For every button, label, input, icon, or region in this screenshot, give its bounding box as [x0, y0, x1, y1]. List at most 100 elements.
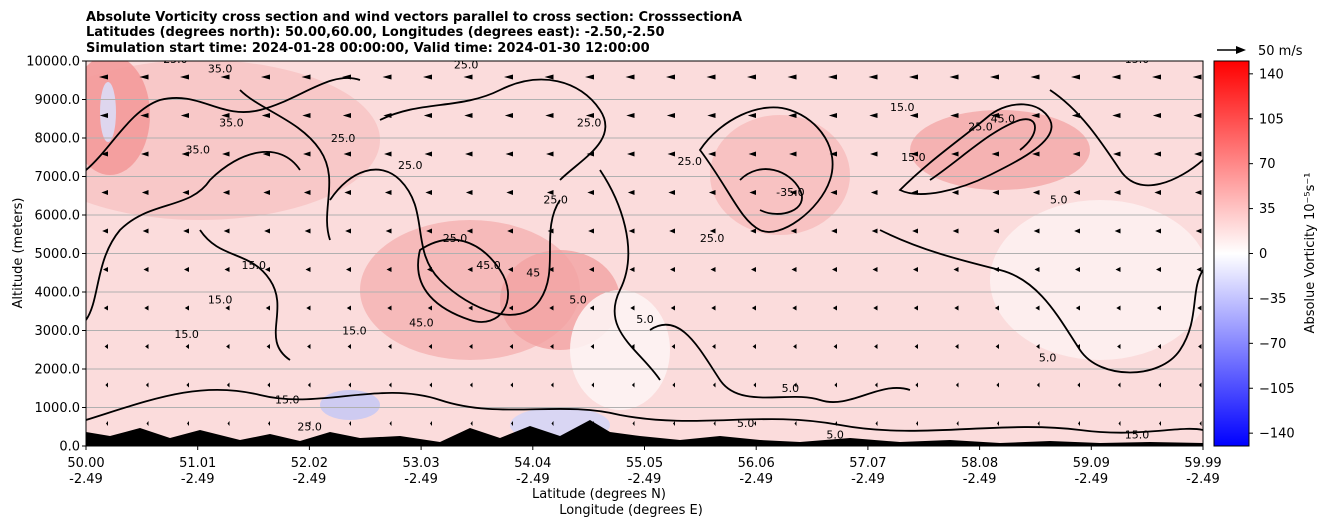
wind-arrow — [670, 267, 675, 272]
wind-arrow — [1036, 382, 1040, 388]
wind-arrow — [102, 228, 108, 234]
wind-arrow — [348, 382, 351, 388]
wind-arrow — [708, 151, 716, 157]
wind-arrow — [546, 190, 554, 195]
wind-arrow — [1074, 228, 1080, 234]
wind-arrow — [182, 190, 189, 195]
wind-arrow — [1198, 382, 1202, 388]
x-tick-label-lon: -2.49 — [293, 472, 327, 487]
contour-label: 5.0 — [782, 382, 800, 395]
x-tick-label-lat: 50.00 — [67, 456, 104, 471]
wind-arrow — [590, 344, 594, 349]
wind-arrow — [183, 228, 189, 234]
contour-label: 15.0 — [241, 259, 266, 272]
wind-arrow — [629, 267, 635, 272]
wind-arrow — [261, 74, 270, 80]
x-tick-label-lon: -2.49 — [739, 472, 773, 487]
wind-arrow — [1117, 344, 1121, 349]
wind-vectors — [99, 74, 1202, 426]
wind-arrow — [708, 190, 716, 195]
x-axis-label-longitude: Longitude (degrees E) — [559, 503, 703, 518]
wind-arrow — [992, 190, 999, 195]
contour-line — [417, 238, 509, 323]
wind-arrow — [343, 151, 351, 157]
wind-arrow — [225, 305, 230, 311]
wind-arrow — [753, 382, 756, 388]
colorbar-tick-label: 35 — [1259, 202, 1276, 217]
wind-arrow — [1197, 305, 1202, 311]
wind-arrow — [1194, 151, 1202, 157]
wind-arrow — [545, 113, 554, 118]
contour-label: 5.0 — [636, 313, 654, 326]
wind-arrow — [828, 74, 837, 80]
wind-arrow — [103, 267, 108, 272]
contour-label: 25.0 — [297, 421, 322, 434]
wind-arrow — [915, 382, 918, 388]
colorbar-tick-label: 105 — [1259, 112, 1284, 127]
wind-arrow — [302, 113, 311, 118]
wind-arrow — [1078, 421, 1080, 426]
wind-arrow — [141, 151, 149, 157]
wind-arrow — [226, 382, 230, 388]
wind-arrow — [1031, 113, 1040, 118]
wind-arrow — [301, 74, 311, 80]
wind-arrow — [388, 382, 392, 388]
contour-label: 15.0 — [174, 328, 199, 341]
colorbar-tick-label: −35 — [1259, 292, 1286, 307]
contour-label: -35.0 — [776, 186, 804, 199]
x-tick-label-lat: 51.01 — [179, 456, 216, 471]
wind-arrow — [265, 267, 270, 272]
contour-label: 25.0 — [678, 155, 703, 168]
contour-label: 25.0 — [443, 232, 468, 245]
wind-arrow — [550, 344, 554, 349]
wind-arrow — [872, 267, 878, 272]
contour-label: 45 — [526, 267, 540, 280]
wind-arrow — [712, 382, 716, 388]
wind-arrow — [1152, 74, 1161, 80]
wind-arrow — [631, 344, 635, 349]
contour-label: 5.0 — [826, 428, 844, 441]
contour-label: 5.0 — [569, 294, 587, 307]
contour-line — [379, 78, 607, 181]
wind-arrow — [145, 382, 149, 388]
colorbar-label: Absolue Vorticity 10⁻⁵s⁻¹ — [1303, 173, 1318, 334]
y-tick-label: 6000.0 — [35, 209, 81, 224]
wind-arrow — [749, 190, 756, 195]
wind-arrow — [548, 267, 554, 272]
wind-arrow — [428, 344, 432, 349]
x-tick-label-lon: -2.49 — [69, 472, 103, 487]
x-tick-label-lon: -2.49 — [1186, 472, 1220, 487]
wind-arrow — [587, 190, 594, 195]
contour-line — [649, 323, 911, 403]
wind-arrow — [828, 113, 837, 118]
wind-arrow — [267, 382, 270, 388]
wind-arrow — [261, 113, 270, 118]
wind-arrow — [666, 74, 675, 80]
y-tick-label: 2000.0 — [35, 363, 81, 378]
wind-arrow — [994, 305, 999, 311]
contour-label: 5.0 — [737, 417, 755, 430]
quiver-key: 50 m/s — [1217, 44, 1303, 59]
contour-line — [86, 388, 1203, 434]
wind-arrow — [1156, 305, 1161, 311]
wind-arrow — [913, 267, 918, 272]
contour-line — [599, 169, 661, 381]
wind-arrow — [105, 382, 108, 388]
wind-arrow — [222, 190, 230, 195]
wind-arrow — [1073, 190, 1080, 195]
contour-line — [739, 168, 803, 215]
x-tick-label-lat: 59.09 — [1073, 456, 1110, 471]
wind-arrow — [790, 228, 797, 234]
wind-arrow — [466, 228, 473, 234]
x-tick-label-lat: 55.05 — [626, 456, 663, 471]
wind-arrow — [751, 267, 756, 272]
wind-arrow — [1159, 421, 1161, 426]
wind-arrow — [1034, 267, 1040, 272]
wind-arrow — [993, 228, 999, 234]
wind-arrow — [429, 382, 432, 388]
wind-arrow — [187, 421, 189, 426]
wind-arrow — [870, 190, 878, 195]
contour-line — [879, 229, 1203, 374]
wind-arrow — [345, 228, 351, 234]
